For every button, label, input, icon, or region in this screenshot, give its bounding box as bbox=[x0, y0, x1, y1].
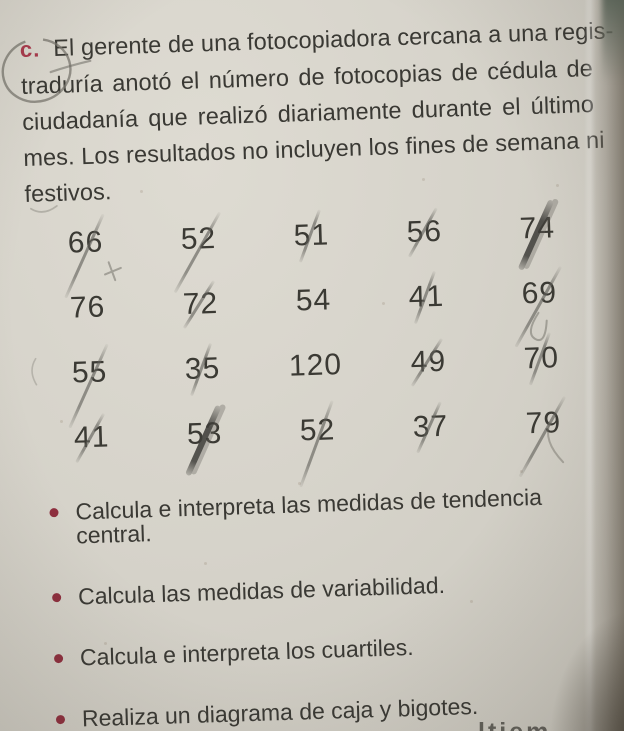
pencil-strike-mark bbox=[299, 208, 322, 263]
pencil-strike-mark bbox=[408, 206, 439, 258]
pencil-strike-mark bbox=[414, 270, 437, 324]
bullet-icon bbox=[55, 714, 66, 725]
number-cell: 55 bbox=[32, 338, 147, 428]
number-cell: 49 bbox=[371, 328, 486, 397]
number-cell: 52 bbox=[141, 205, 256, 293]
pencil-strike-mark bbox=[529, 331, 552, 386]
number-cell: 72 bbox=[143, 270, 258, 339]
number-cell: 69 bbox=[482, 259, 597, 348]
task-item: Calcula e interpreta las medidas de tend… bbox=[48, 482, 623, 548]
pencil-strike-mark bbox=[183, 279, 216, 329]
pencil-strike-mark bbox=[190, 342, 213, 396]
number-cell: 66 bbox=[28, 208, 143, 299]
bottom-partial-text: ltiem bbox=[478, 718, 551, 731]
number-cell: 79 bbox=[486, 389, 601, 478]
task-item: Calcula las medidas de variabilidad. bbox=[51, 567, 624, 609]
number-cell: 51 bbox=[254, 201, 369, 270]
bullet-icon bbox=[49, 508, 59, 518]
pencil-strike-mark bbox=[518, 395, 567, 478]
number-cell: 41 bbox=[369, 263, 484, 332]
bullet-icon bbox=[52, 592, 62, 603]
number-cell: 52 bbox=[260, 396, 375, 487]
task-list: Calcula e interpreta las medidas de tend… bbox=[48, 482, 624, 731]
bullet-icon bbox=[53, 653, 64, 664]
pencil-strike-mark bbox=[411, 337, 444, 387]
pencil-strike-mark bbox=[75, 412, 106, 463]
task-label: Calcula e interpreta las medidas de tend… bbox=[75, 483, 543, 549]
problem-statement: c. El gerente de una fotocopiadora cercan… bbox=[19, 13, 614, 212]
number-cell: 76 bbox=[69, 289, 106, 325]
number-cell: 37 bbox=[373, 393, 488, 462]
task-label: Calcula las medidas de variabilidad. bbox=[77, 571, 446, 610]
number-cell: 74 bbox=[480, 194, 595, 271]
number-cell: 53 bbox=[147, 400, 262, 476]
item-label: c. bbox=[19, 36, 41, 63]
pencil-strike-mark bbox=[299, 399, 335, 487]
number-cell: 41 bbox=[34, 403, 149, 472]
number-cell: 35 bbox=[145, 335, 260, 404]
task-item: Calcula e interpreta los cuartiles. bbox=[53, 628, 624, 670]
numbers-grid: 66 52 51 56 74 76 72 54 41 69 55 35 120 49 70 41 53 52 37 7… bbox=[28, 194, 601, 487]
pencil-strike-mark bbox=[185, 404, 222, 476]
number-cell: 70 bbox=[484, 324, 599, 393]
task-label: Calcula e interpreta los cuartiles. bbox=[79, 633, 414, 671]
number-cell: 54 bbox=[295, 282, 332, 317]
pencil-strike-mark bbox=[416, 400, 443, 453]
task-label: Realiza un diagrama de caja y bigotes. bbox=[81, 692, 479, 731]
number-cell: 120 bbox=[288, 347, 343, 383]
number-cell: 56 bbox=[367, 198, 482, 267]
